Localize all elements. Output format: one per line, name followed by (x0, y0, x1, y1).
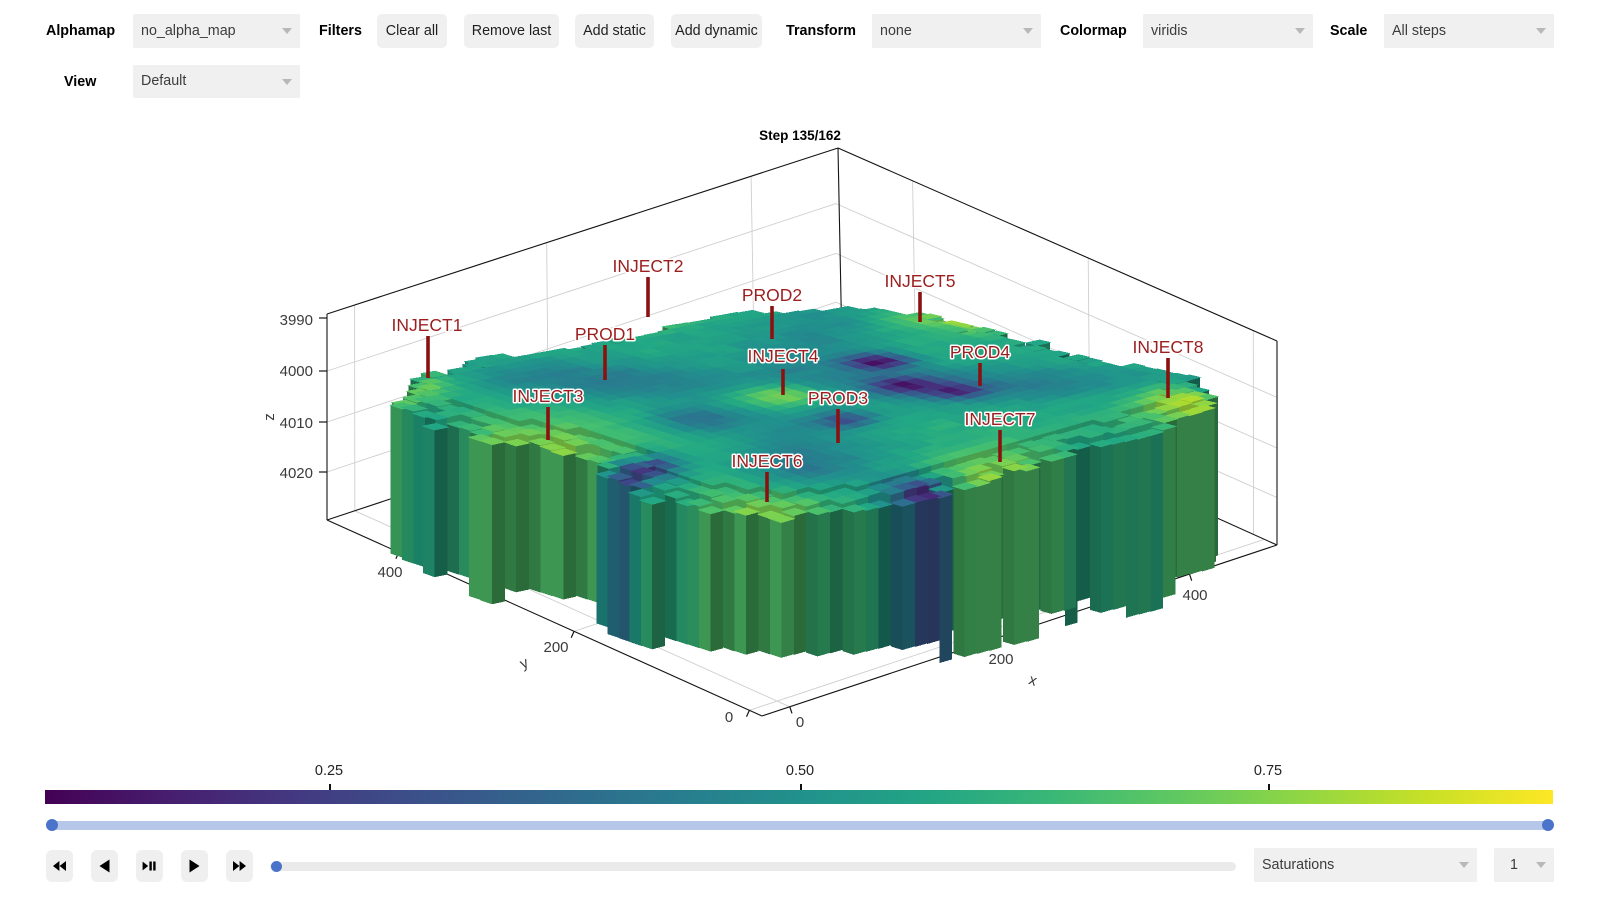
svg-text:z: z (261, 413, 278, 421)
svg-text:4020: 4020 (280, 465, 313, 482)
svg-text:PROD1: PROD1 (575, 324, 635, 344)
svg-text:400: 400 (377, 564, 402, 581)
svg-text:y: y (517, 654, 531, 673)
svg-text:0: 0 (796, 714, 804, 731)
svg-text:200: 200 (543, 639, 568, 656)
svg-text:INJECT5: INJECT5 (885, 271, 956, 291)
svg-text:3990: 3990 (280, 312, 313, 329)
svg-text:INJECT3: INJECT3 (513, 386, 584, 406)
svg-text:INJECT4: INJECT4 (748, 346, 819, 366)
svg-text:Step 135/162: Step 135/162 (759, 128, 841, 143)
svg-text:200: 200 (988, 651, 1013, 668)
svg-text:4000: 4000 (280, 363, 313, 380)
svg-text:INJECT2: INJECT2 (613, 256, 684, 276)
svg-text:4010: 4010 (280, 415, 313, 432)
svg-text:x: x (1027, 671, 1040, 690)
svg-text:INJECT6: INJECT6 (732, 451, 803, 471)
svg-text:INJECT7: INJECT7 (965, 409, 1036, 429)
svg-text:0: 0 (725, 709, 733, 726)
svg-text:PROD3: PROD3 (808, 388, 868, 408)
svg-text:INJECT1: INJECT1 (392, 315, 463, 335)
svg-text:400: 400 (1182, 587, 1207, 604)
svg-text:PROD4: PROD4 (950, 342, 1011, 362)
svg-text:PROD2: PROD2 (742, 285, 802, 305)
svg-text:INJECT8: INJECT8 (1133, 337, 1204, 357)
